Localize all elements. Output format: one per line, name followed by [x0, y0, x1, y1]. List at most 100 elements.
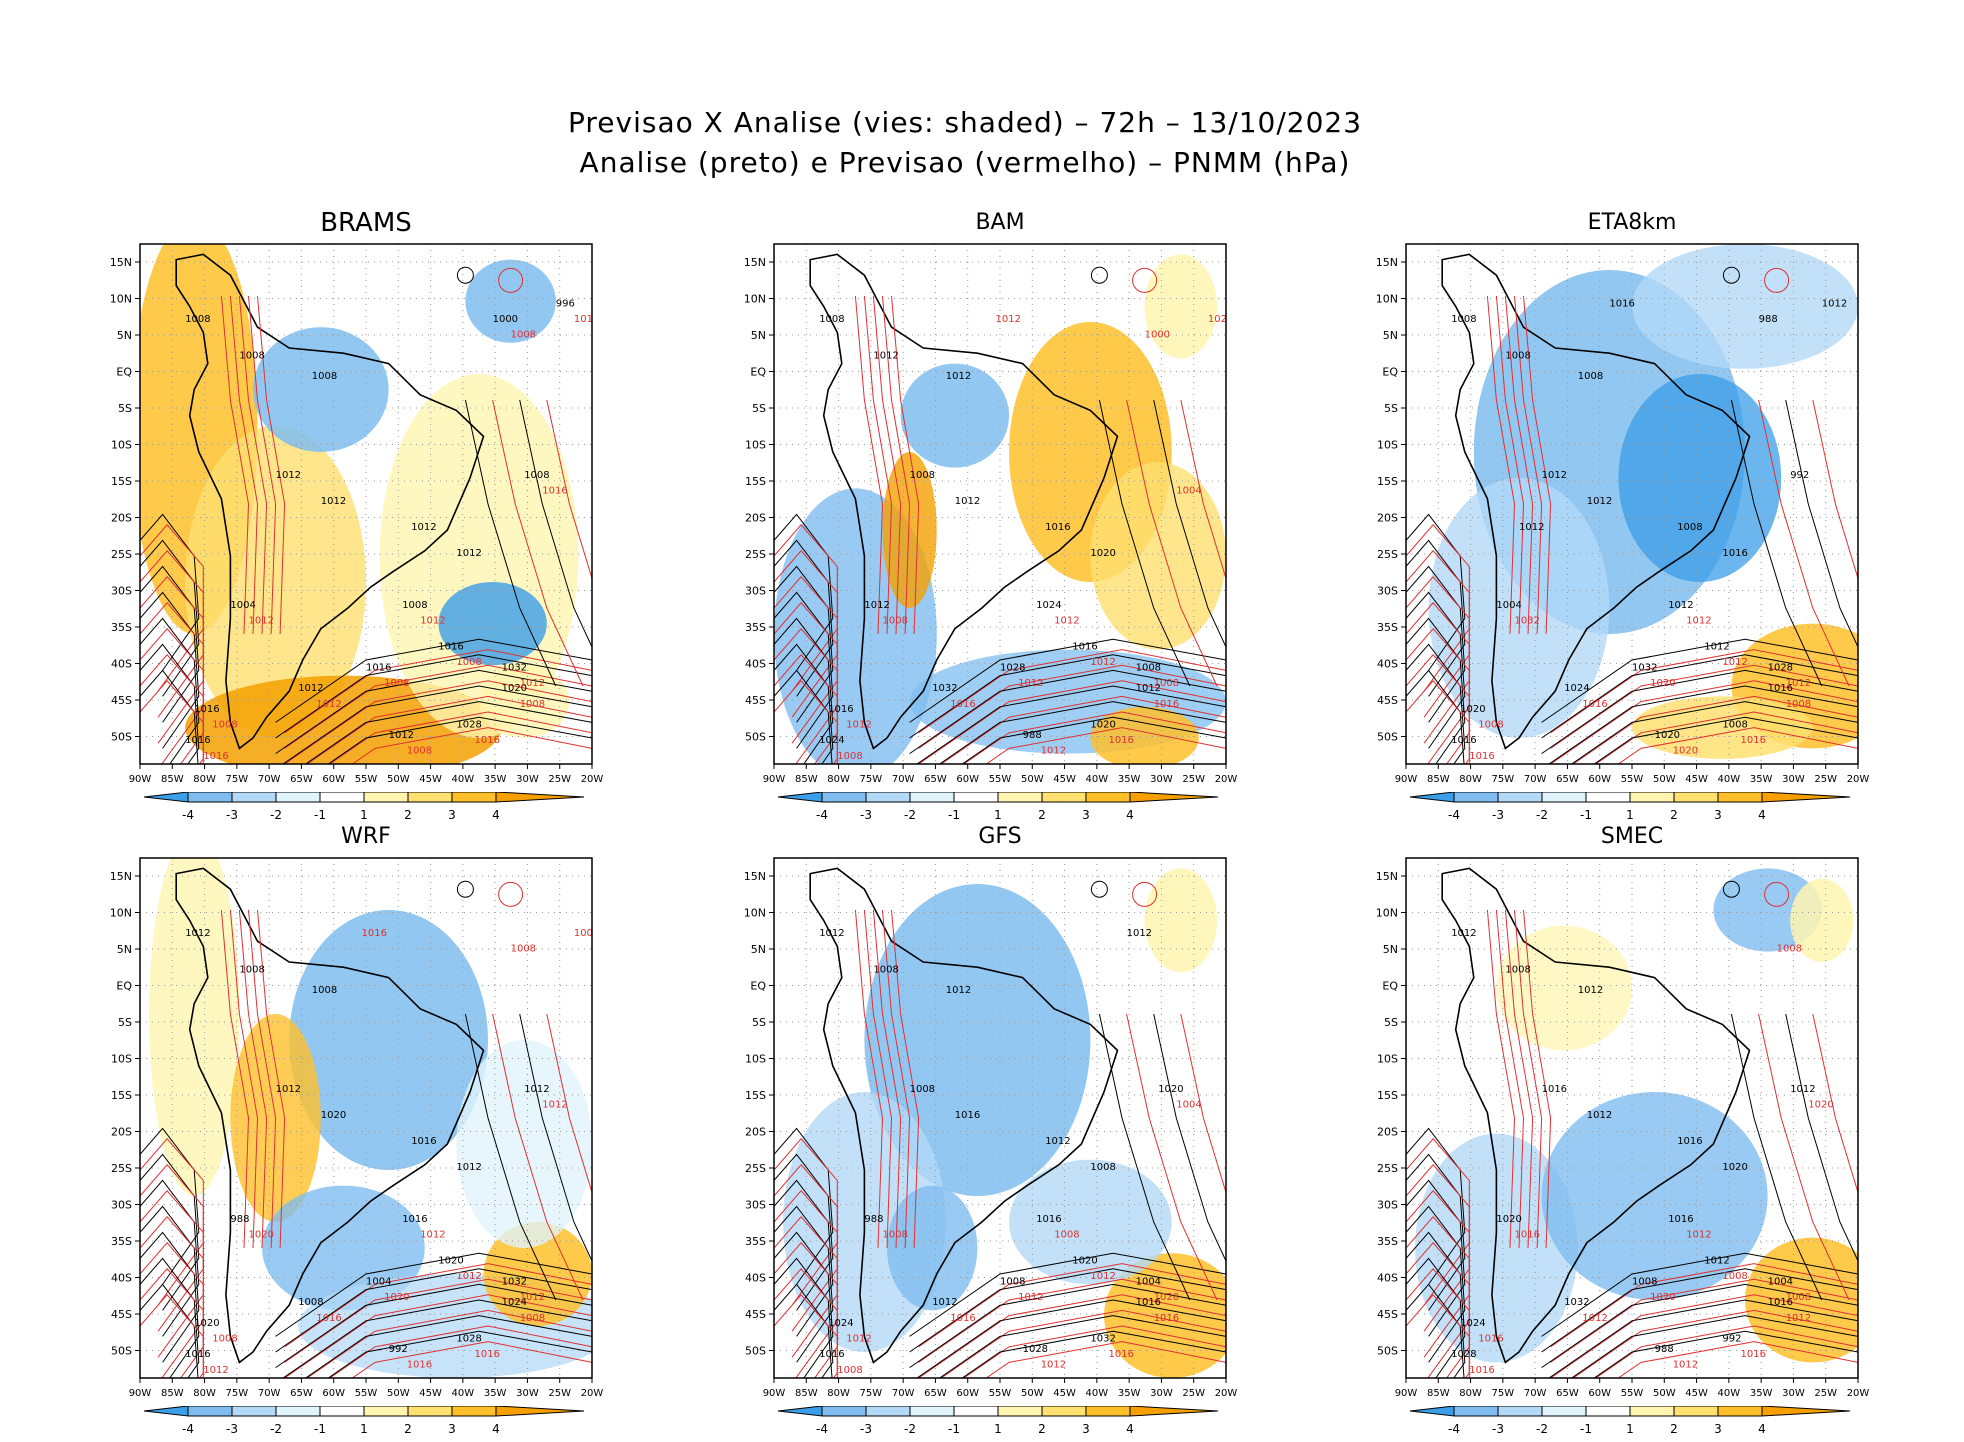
analysis-isobar	[961, 716, 1226, 764]
forecast-isobar-label: 1012	[520, 1292, 545, 1303]
analysis-isobar-label: 1020	[321, 1110, 346, 1121]
lat-tick-label: 20S	[1377, 512, 1398, 525]
lon-tick-label: 40W	[1718, 1388, 1741, 1399]
bias-shade	[900, 363, 1009, 468]
lon-tick-label: 60W	[1588, 774, 1611, 785]
analysis-isobar-label: 1020	[1460, 704, 1485, 715]
colorbar-segment	[1585, 1406, 1631, 1417]
analysis-isobar-label: 1012	[1136, 683, 1161, 694]
forecast-isobar	[774, 1216, 838, 1378]
lat-tick-label: 15N	[110, 870, 132, 883]
analysis-isobar-label: 1020	[1158, 1084, 1183, 1095]
analysis-isobar-label: 1008	[1722, 720, 1747, 731]
forecast-isobar	[284, 1278, 592, 1363]
lat-tick-label: 25S	[111, 548, 132, 561]
lat-tick-label: EQ	[1382, 366, 1398, 379]
forecast-isobar	[774, 1242, 838, 1378]
colorbar-segment	[275, 1406, 321, 1417]
lon-tick-label: 85W	[1427, 774, 1450, 785]
colorbar-segment	[319, 1406, 365, 1417]
lat-tick-label: 5S	[1384, 1016, 1398, 1029]
analysis-isobar-label: 1032	[932, 683, 957, 694]
analysis-isobar-label: 1024	[1036, 600, 1061, 611]
forecast-isobar-label: 1008	[212, 1334, 237, 1345]
colorbar-label: -2	[270, 1422, 282, 1436]
analysis-isobar	[909, 1252, 1226, 1337]
lon-tick-label: 30W	[1150, 1388, 1173, 1399]
analysis-isobar	[1098, 399, 1191, 687]
forecast-isobar	[1550, 1263, 1858, 1348]
forecast-isobar	[1594, 1325, 1858, 1378]
colorbar-segment	[231, 792, 277, 803]
colorbar-label: -1	[314, 1422, 326, 1436]
south-america-coastline	[175, 867, 485, 1364]
analysis-isobar	[304, 701, 592, 764]
forecast-isobar-label: 1004	[1176, 1100, 1201, 1111]
forecast-isobar	[1764, 881, 1790, 907]
colorbar-segment	[1085, 792, 1131, 803]
analysis-isobar-label: 1012	[946, 985, 971, 996]
lat-tick-label: 35S	[745, 1235, 766, 1248]
lon-tick-label: 20W	[581, 1388, 604, 1399]
forecast-isobar-label: 1012	[249, 616, 274, 627]
analysis-isobar	[1593, 716, 1858, 764]
lat-tick-label: 15N	[744, 870, 766, 883]
forecast-isobar	[1514, 295, 1543, 635]
analysis-isobar-label: 1024	[502, 1297, 527, 1308]
analysis-isobar-label: 1008	[312, 371, 337, 382]
colorbar-label: -3	[860, 1422, 872, 1436]
bias-field: 1008100810081012101210121012100810161020…	[140, 244, 592, 764]
colorbar-label: 1	[1626, 808, 1634, 822]
analysis-isobar-label: 1016	[955, 1110, 980, 1121]
lon-tick-label: 50W	[387, 1388, 410, 1399]
forecast-isobar	[140, 576, 204, 744]
analysis-isobar	[1153, 399, 1226, 649]
forecast-isobar	[1126, 1013, 1218, 1301]
forecast-isobar-label: 1016	[475, 735, 500, 746]
lat-tick-label: 45S	[745, 694, 766, 707]
analysis-isobar	[275, 638, 592, 723]
forecast-isobar-label: 1020	[384, 1292, 409, 1303]
analysis-isobar-label: 1012	[1542, 470, 1567, 481]
analysis-isobar-label: 1012	[1587, 1110, 1612, 1121]
lon-tick-label: 85W	[795, 1388, 818, 1399]
forecast-isobar	[1504, 909, 1534, 1249]
analysis-isobar-label: 1008	[1000, 1276, 1025, 1287]
lat-tick-label: 5N	[117, 329, 132, 342]
lat-tick-label: EQ	[1382, 980, 1398, 993]
forecast-isobar	[1514, 909, 1543, 1249]
forecast-isobar-label: 1016	[1741, 1349, 1766, 1360]
forecast-isobar	[229, 909, 259, 1249]
analysis-isobar-label: 1004	[230, 600, 255, 611]
lat-tick-label: 30S	[1377, 1199, 1398, 1212]
bias-field: 1008100810081012101210081016101210121016…	[1406, 244, 1858, 764]
colorbar-label: -2	[270, 808, 282, 822]
lon-tick-label: 55W	[355, 774, 378, 785]
forecast-isobar-label: 1016	[1469, 751, 1494, 762]
colorbar-arrow-low	[778, 1406, 823, 1417]
analysis-isobar-label: 1012	[955, 496, 980, 507]
forecast-isobar	[891, 909, 920, 1249]
analysis-isobar	[275, 669, 592, 755]
analysis-isobar	[1090, 266, 1108, 284]
colorbar-segment	[909, 1406, 955, 1417]
analysis-isobar	[909, 654, 1226, 739]
forecast-isobar	[1523, 295, 1552, 635]
forecast-isobar	[882, 295, 911, 635]
analysis-isobar-label: 1012	[1790, 1084, 1815, 1095]
colorbar-label: -2	[904, 808, 916, 822]
analysis-isobar-label: 1004	[1496, 600, 1521, 611]
forecast-isobar	[140, 1164, 204, 1332]
forecast-isobar	[962, 711, 1226, 764]
forecast-isobar	[774, 1164, 838, 1332]
lon-tick-label: 20W	[1215, 1388, 1238, 1399]
lon-tick-label: 65W	[290, 1388, 313, 1399]
forecast-isobar-label: 1008	[520, 699, 545, 710]
forecast-isobar	[1812, 1013, 1858, 1195]
analysis-isobar	[909, 669, 1226, 755]
lon-tick-label: 80W	[1459, 774, 1482, 785]
lat-tick-label: 5N	[117, 943, 132, 956]
forecast-isobar	[985, 727, 1226, 764]
lat-tick-label: 30S	[1377, 585, 1398, 598]
lon-tick-label: 45W	[1685, 1388, 1708, 1399]
